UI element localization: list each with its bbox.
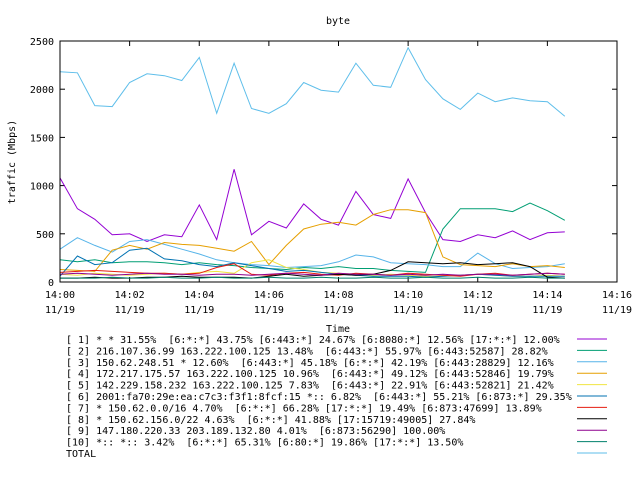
x-tick-label-time: 14:16: [602, 290, 632, 301]
series-lines: [59, 46, 566, 279]
x-tick-label-time: 14:10: [393, 290, 423, 301]
legend-entry-label: [ 6] 2001:fa70:29e:ea:c7c3:f3f1:8fcf:15 …: [66, 392, 572, 403]
legend-entry-label: [ 7] * 150.62.0.0/16 4.70% [6:*:*] 66.28…: [66, 403, 542, 414]
series-line: [59, 237, 565, 270]
series-line: [60, 261, 565, 279]
y-tick-label: 1500: [30, 133, 54, 144]
x-tick-label-date: 11/19: [254, 305, 284, 316]
x-tick-label-date: 11/19: [463, 305, 493, 316]
plot-frame: [59, 40, 618, 283]
x-tick-label-time: 14:06: [254, 290, 284, 301]
x-tick-label-date: 11/19: [45, 305, 75, 316]
y-tick-label: 2500: [30, 37, 54, 48]
legend-entry-label: [ 2] 216.107.36.99 163.222.100.125 13.48…: [66, 346, 548, 357]
series-line: [60, 276, 565, 279]
series-line: [59, 169, 565, 243]
legend: [ 1] * * 31.55% [6:*:*] 43.75% [6:443:*]…: [66, 335, 607, 460]
y-axis-ticks: 0 500 1000 1500 2000 2500: [30, 37, 617, 289]
legend-entry-label: [ 9] 147.180.220.33 203.189.132.80 4.01%…: [66, 426, 445, 437]
y-axis-label: traffic (Mbps): [7, 120, 18, 204]
x-tick-label-time: 14:08: [323, 290, 353, 301]
x-axis-label: Time: [326, 324, 350, 335]
legend-entry-label: TOTAL: [66, 449, 96, 460]
x-tick-label-time: 14:02: [115, 290, 145, 301]
series-line: [59, 46, 566, 117]
x-tick-label-time: 14:12: [463, 290, 493, 301]
x-tick-label-date: 11/19: [602, 305, 632, 316]
legend-entry-label: [10] *:: *:: 3.42% [6:*:*] 65.31% [6:80:…: [66, 438, 463, 449]
x-tick-label-date: 11/19: [532, 305, 562, 316]
legend-entry-label: [ 3] 150.62.248.51 * 12.60% [6:443:*] 45…: [66, 358, 554, 369]
x-tick-label-time: 14:00: [45, 290, 75, 301]
series-line: [59, 202, 566, 273]
chart-title: byte: [326, 16, 350, 27]
legend-entry-label: [ 8] * 150.62.156.0/22 4.63% [6:*:*] 41.…: [66, 415, 475, 426]
x-tick-label-time: 14:04: [184, 290, 214, 301]
legend-entry-label: [ 1] * * 31.55% [6:*:*] 43.75% [6:443:*]…: [66, 335, 560, 346]
x-tick-label-date: 11/19: [184, 305, 214, 316]
x-tick-label-date: 11/19: [323, 305, 353, 316]
x-tick-label-date: 11/19: [393, 305, 423, 316]
legend-entry-label: [ 4] 172.217.175.57 163.222.100.125 10.9…: [66, 369, 554, 380]
x-tick-label-date: 11/19: [115, 305, 145, 316]
y-tick-label: 1000: [30, 182, 54, 193]
y-tick-label: 500: [36, 230, 54, 241]
legend-entry-label: [ 5] 142.229.158.232 163.222.100.125 7.8…: [66, 381, 554, 392]
y-tick-label: 0: [48, 278, 54, 289]
x-tick-label-time: 14:14: [532, 290, 562, 301]
y-tick-label: 2000: [30, 85, 54, 96]
series-line: [59, 272, 565, 276]
